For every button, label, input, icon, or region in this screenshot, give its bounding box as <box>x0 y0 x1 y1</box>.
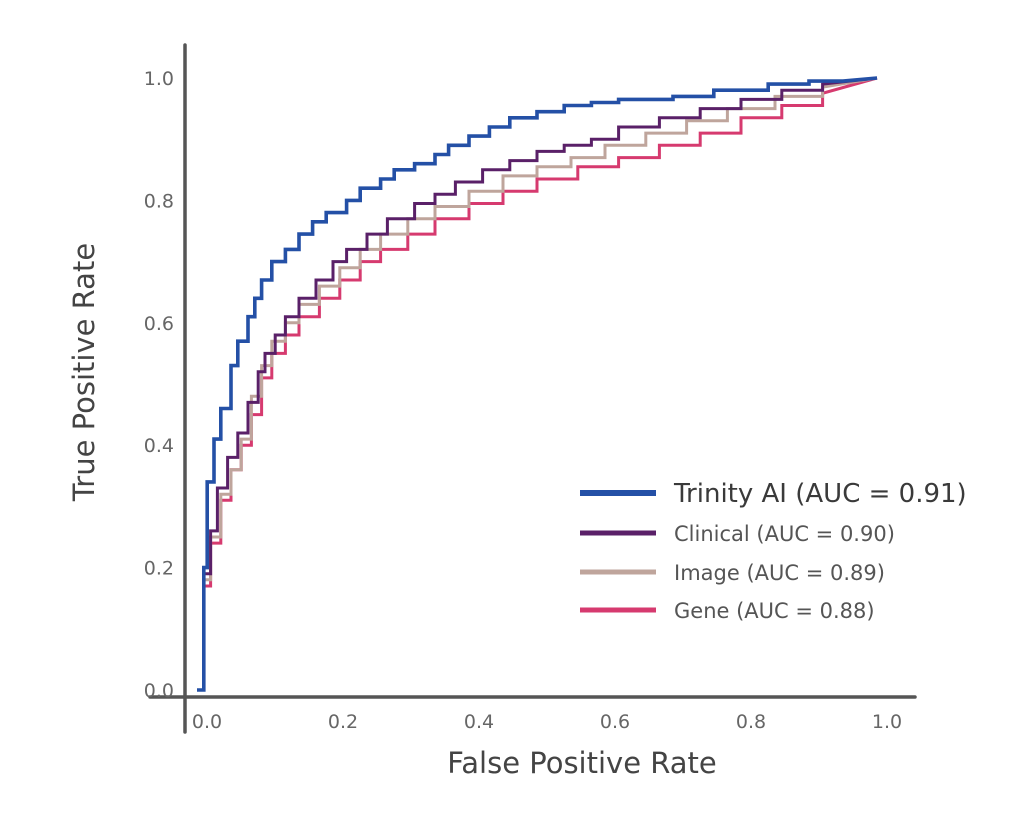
x-tick-label: 0.6 <box>600 711 630 733</box>
series-line-2 <box>197 76 878 692</box>
y-tick-label: 0.4 <box>144 435 174 457</box>
legend-label-4: Gene (AUC = 0.88) <box>674 599 875 623</box>
x-tick-label: 1.0 <box>872 711 902 733</box>
x-tick-label: 0.2 <box>328 711 358 733</box>
x-tick-label: 0.0 <box>192 711 222 733</box>
y-tick-label: 1.0 <box>144 68 174 90</box>
legend-label-2: Clinical (AUC = 0.90) <box>674 522 895 546</box>
series-layer <box>197 76 878 692</box>
legend-label-3: Image (AUC = 0.89) <box>674 561 885 585</box>
x-tick-label: 0.8 <box>736 711 766 733</box>
y-tick-label: 0.6 <box>144 313 174 335</box>
y-tick-label: 0.8 <box>144 190 174 212</box>
series-line-3 <box>197 76 878 692</box>
y-axis-title: True Positive Rate <box>67 243 101 502</box>
x-tick-label: 0.4 <box>464 711 494 733</box>
legend-label-1: Trinity AI (AUC = 0.91) <box>673 479 967 509</box>
axes-layer <box>148 43 917 734</box>
series-line-1 <box>197 76 878 692</box>
y-tick-label: 0.2 <box>144 558 174 580</box>
ticks-layer: 0.0 0.2 0.4 0.6 0.8 1.0 0.0 0.2 0.4 0.6 0.8 1.0 <box>144 68 902 733</box>
x-axis-title: False Positive Rate <box>447 746 717 780</box>
legend: Trinity AI (AUC = 0.91) Clinical (AUC = 0… <box>580 479 967 623</box>
y-tick-label: 0.0 <box>144 680 174 702</box>
